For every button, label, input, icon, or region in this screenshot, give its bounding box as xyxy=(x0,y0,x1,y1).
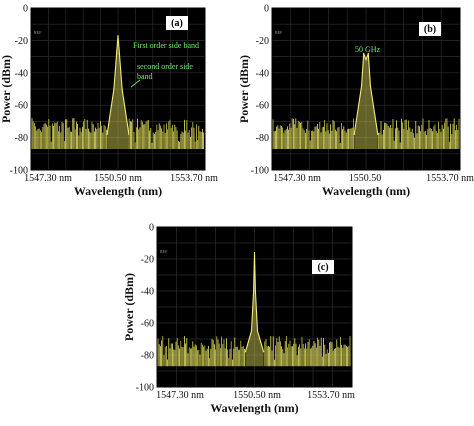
plot-frame xyxy=(156,226,353,388)
y-tick-label: -80 xyxy=(256,133,269,144)
series-point xyxy=(252,290,255,292)
x-tick-label: 1550.50 nm xyxy=(233,390,281,401)
series-point xyxy=(106,133,108,135)
y-tick-label: -20 xyxy=(256,36,269,47)
series-point xyxy=(244,351,246,353)
x-tick-label: 1547.30 nm xyxy=(24,173,72,184)
y-tick-label: -40 xyxy=(256,68,269,79)
series-point xyxy=(353,133,355,135)
y-tick-label: -20 xyxy=(15,36,28,47)
panel-label-bg xyxy=(166,16,188,30)
series-point xyxy=(367,52,369,54)
x-tick-label: 1553.70 nm xyxy=(170,173,218,184)
annotation-label: 50 GHz xyxy=(355,45,381,54)
peak-fill xyxy=(107,35,129,149)
x-tick-label: 1550.50 xyxy=(349,173,382,184)
y-tick-label: -80 xyxy=(15,133,28,144)
x-tick-label: 1553.70 nm xyxy=(307,390,355,401)
series-point xyxy=(254,290,257,292)
x-tick-label: 1547.30 nm xyxy=(273,173,321,184)
y-tick-label: -100 xyxy=(10,166,28,177)
series-point xyxy=(363,52,365,54)
series-point xyxy=(263,351,265,353)
x-tick-label: 1553.70 nm xyxy=(426,173,474,184)
y-axis-label: Power (dBm) xyxy=(122,273,136,341)
y-tick-label: -60 xyxy=(256,101,269,112)
ref-label: REF xyxy=(160,249,168,254)
x-tick-label: 1547.30 nm xyxy=(156,390,204,401)
y-tick-label: -80 xyxy=(141,351,154,362)
annotation-label: First order side band xyxy=(133,41,199,50)
series-point xyxy=(256,330,259,332)
series-point xyxy=(250,330,253,332)
series-point xyxy=(128,133,130,135)
series-point xyxy=(113,88,115,90)
x-axis-label: Wavelength (nm) xyxy=(74,184,162,198)
y-axis-label: Power (dBm) xyxy=(0,55,13,123)
panel-label: (b) xyxy=(424,24,436,35)
y-tick-label: 0 xyxy=(264,4,269,15)
series-point xyxy=(360,85,363,87)
series-point xyxy=(365,59,367,61)
plot-frame xyxy=(30,7,206,171)
series-point xyxy=(116,52,118,54)
ref-label: REF xyxy=(34,30,42,35)
peak-fill xyxy=(354,53,378,149)
panel-label-bg xyxy=(419,22,441,36)
annotation-arrow xyxy=(130,79,141,88)
y-tick-label: -100 xyxy=(136,383,154,394)
y-tick-label: -60 xyxy=(141,319,154,330)
series-point xyxy=(253,252,256,254)
y-tick-label: -100 xyxy=(251,166,269,177)
y-tick-label: -40 xyxy=(141,287,154,298)
series-point xyxy=(377,133,379,135)
plot-frame xyxy=(271,7,461,171)
y-tick-label: -40 xyxy=(15,68,28,79)
x-axis-label: Wavelength (nm) xyxy=(210,401,298,415)
series-point xyxy=(118,52,120,54)
chart-panel-2: REF 0 -20 -40 -60 -80 -100 1547.30 nm 1550.50 155… xyxy=(237,4,474,199)
panel-label: (c) xyxy=(317,262,328,273)
annotation-line: second order side xyxy=(137,62,193,71)
series-point xyxy=(121,88,123,90)
annotation-label: second order side band xyxy=(137,62,193,81)
x-axis-label: Wavelength (nm) xyxy=(322,184,410,198)
panel-label: (a) xyxy=(171,18,183,29)
ref-label: REF xyxy=(275,30,283,35)
y-tick-label: -60 xyxy=(15,101,28,112)
series-point xyxy=(369,85,372,87)
x-tick-label: 1550.50 nm xyxy=(94,173,142,184)
y-tick-label: 0 xyxy=(23,4,28,15)
annotation-line: band xyxy=(137,72,153,81)
y-tick-label: 0 xyxy=(149,223,154,234)
y-tick-label: -20 xyxy=(141,255,154,266)
series-point xyxy=(117,34,119,37)
panel-label-bg xyxy=(312,260,334,274)
y-axis-label: Power (dBm) xyxy=(237,55,251,123)
